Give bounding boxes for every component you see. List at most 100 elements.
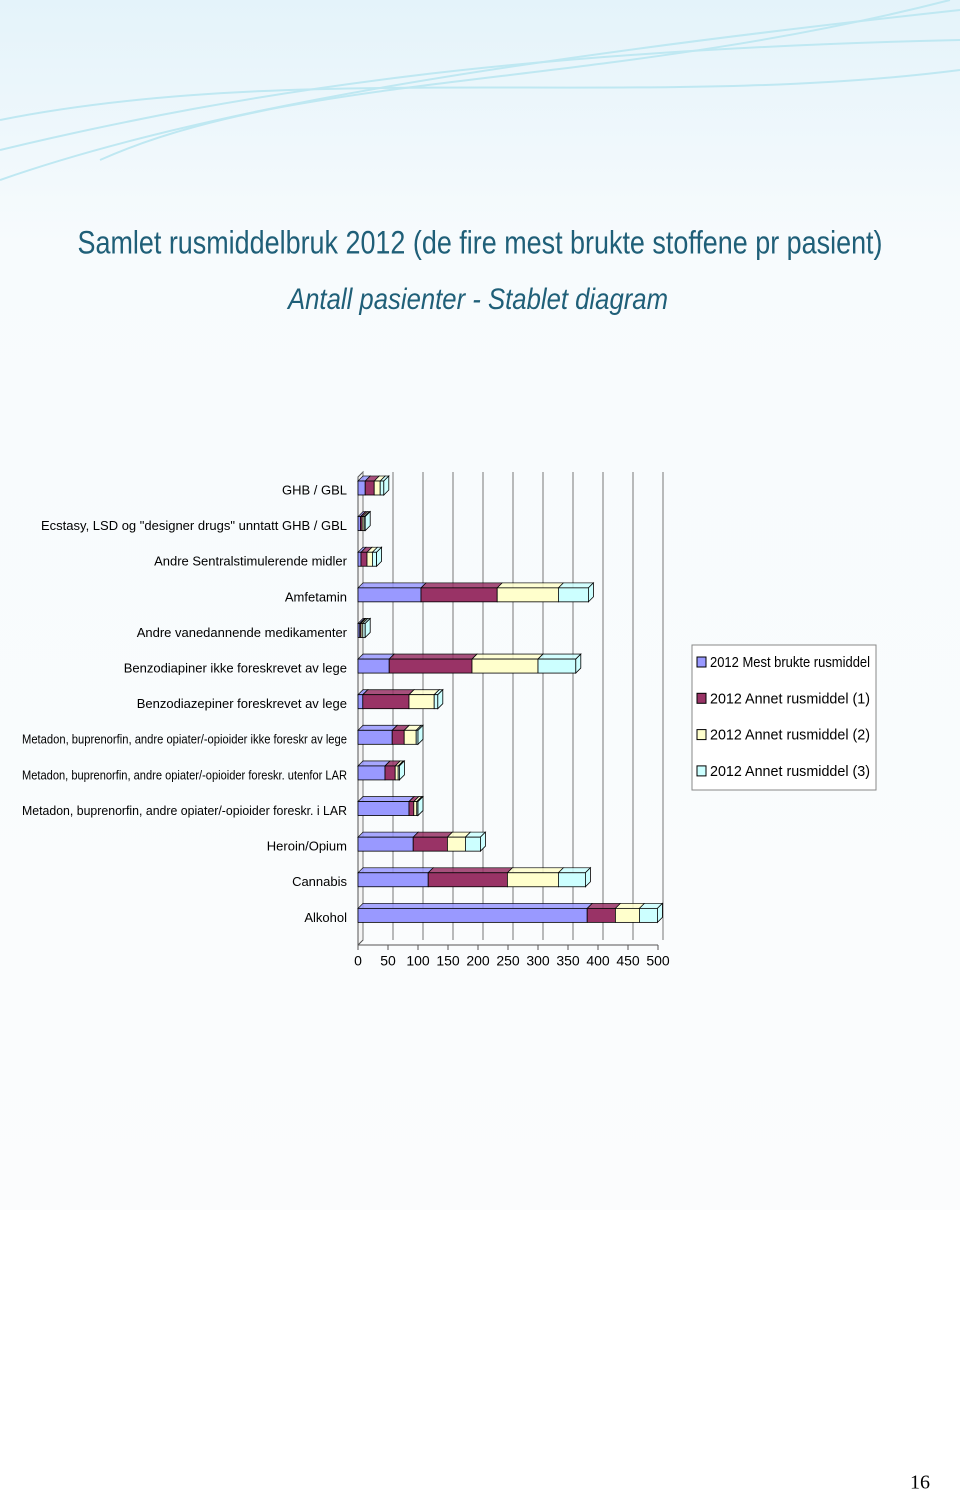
y-tick-label: Metadon, buprenorfin, andre opiater/-opi… (22, 732, 347, 747)
y-tick-label: Metadon, buprenorfin, andre opiater/-opi… (22, 767, 347, 782)
bar-end (588, 581, 594, 603)
x-tick-label: 150 (436, 953, 460, 969)
y-tick-label: Amfetamin (285, 589, 347, 604)
bar (357, 480, 366, 496)
bar-top (471, 653, 544, 660)
x-tick-label: 50 (380, 953, 396, 969)
bar (446, 836, 466, 852)
x-tick-label: 100 (406, 953, 430, 969)
bar (357, 801, 410, 816)
x-tick-label: 450 (616, 953, 640, 969)
page-number: 16 (910, 1472, 930, 1494)
bar (586, 907, 616, 923)
bar-top (361, 689, 415, 696)
bar-top (412, 831, 454, 838)
legend-box (691, 644, 877, 791)
bar (639, 907, 658, 923)
bar (388, 658, 473, 674)
y-tick-label: Heroin/Opium (267, 839, 347, 854)
bar-end (364, 510, 371, 532)
bar-top (506, 867, 565, 874)
bar (558, 872, 586, 888)
bar (364, 480, 375, 496)
bar-top (357, 653, 396, 660)
bar (357, 729, 393, 745)
bar (357, 694, 364, 710)
bar (537, 658, 577, 674)
bar (558, 587, 589, 603)
bar (408, 801, 415, 816)
bar-top (357, 902, 594, 909)
bar (360, 551, 368, 567)
legend-label: 2012 Annet rusmiddel (2) (710, 727, 870, 744)
bar-top (537, 653, 582, 660)
legend-swatch (696, 656, 707, 668)
bar-top (388, 653, 478, 660)
bar (357, 872, 429, 888)
bar (413, 801, 418, 816)
bar-end (417, 724, 424, 746)
bar (371, 551, 377, 567)
y-tick-label: Metadon, buprenorfin, andre opiater/-opi… (22, 803, 347, 818)
bar-top (557, 582, 595, 589)
legend-swatch (696, 765, 707, 777)
bar (471, 658, 539, 674)
bar-end (575, 653, 582, 675)
bar (384, 765, 396, 781)
bar-end (585, 866, 591, 888)
bar (615, 907, 640, 923)
bar (362, 694, 410, 710)
bar (464, 836, 481, 852)
bar (366, 551, 373, 567)
bar-end (398, 759, 405, 781)
bar (433, 694, 439, 710)
bar (496, 587, 559, 603)
bar (394, 765, 399, 781)
bar (357, 658, 390, 674)
bar-top (586, 902, 622, 909)
bar-top (357, 582, 427, 589)
bar-top (496, 582, 565, 589)
legend-swatch (696, 692, 707, 704)
bar-end (479, 831, 486, 853)
x-tick-label: 200 (466, 953, 490, 969)
decoration (0, 0, 960, 181)
bar (408, 694, 435, 710)
x-tick-label: 300 (526, 953, 550, 969)
bar (357, 587, 422, 603)
y-tick-label: Ecstasy, LSD og "designer drugs" unntatt… (41, 518, 347, 533)
y-tick-label: Andre vanedannende medikamenter (137, 625, 348, 640)
bar (412, 836, 448, 852)
x-tick-label: 0 (354, 953, 362, 969)
bar-end (376, 546, 383, 568)
bar (420, 587, 498, 603)
y-tick-label: Benzodiapiner ikke foreskrevet av lege (124, 661, 347, 676)
x-tick-label: 250 (496, 953, 520, 969)
bar-top (427, 867, 514, 874)
bar-top (357, 724, 399, 731)
bar (379, 480, 385, 496)
bar-top (357, 796, 415, 802)
bar (357, 907, 588, 923)
bar-top (420, 582, 504, 589)
bar-end (383, 475, 390, 496)
subtitle: Antall pasienter - Stablet diagram (286, 283, 668, 316)
bar-end (417, 795, 424, 817)
x-tick-label: 350 (556, 953, 580, 969)
bar-end (364, 617, 371, 639)
slide-background (0, 0, 960, 1210)
bar (506, 872, 559, 888)
y-tick-label: Andre Sentralstimulerende midler (154, 554, 348, 569)
x-tick-label: 400 (586, 953, 610, 969)
y-tick-label: Alkohol (304, 910, 347, 925)
legend-label: 2012 Annet rusmiddel (1) (710, 690, 870, 707)
bar (373, 480, 381, 496)
bar-end (657, 902, 663, 924)
bar (427, 872, 508, 888)
legend-label: 2012 Annet rusmiddel (3) (710, 763, 870, 780)
title: Samlet rusmiddelbruk 2012 (de fire mest … (78, 224, 883, 260)
bar-top (357, 831, 420, 838)
bar (391, 729, 405, 745)
bar (403, 729, 417, 745)
